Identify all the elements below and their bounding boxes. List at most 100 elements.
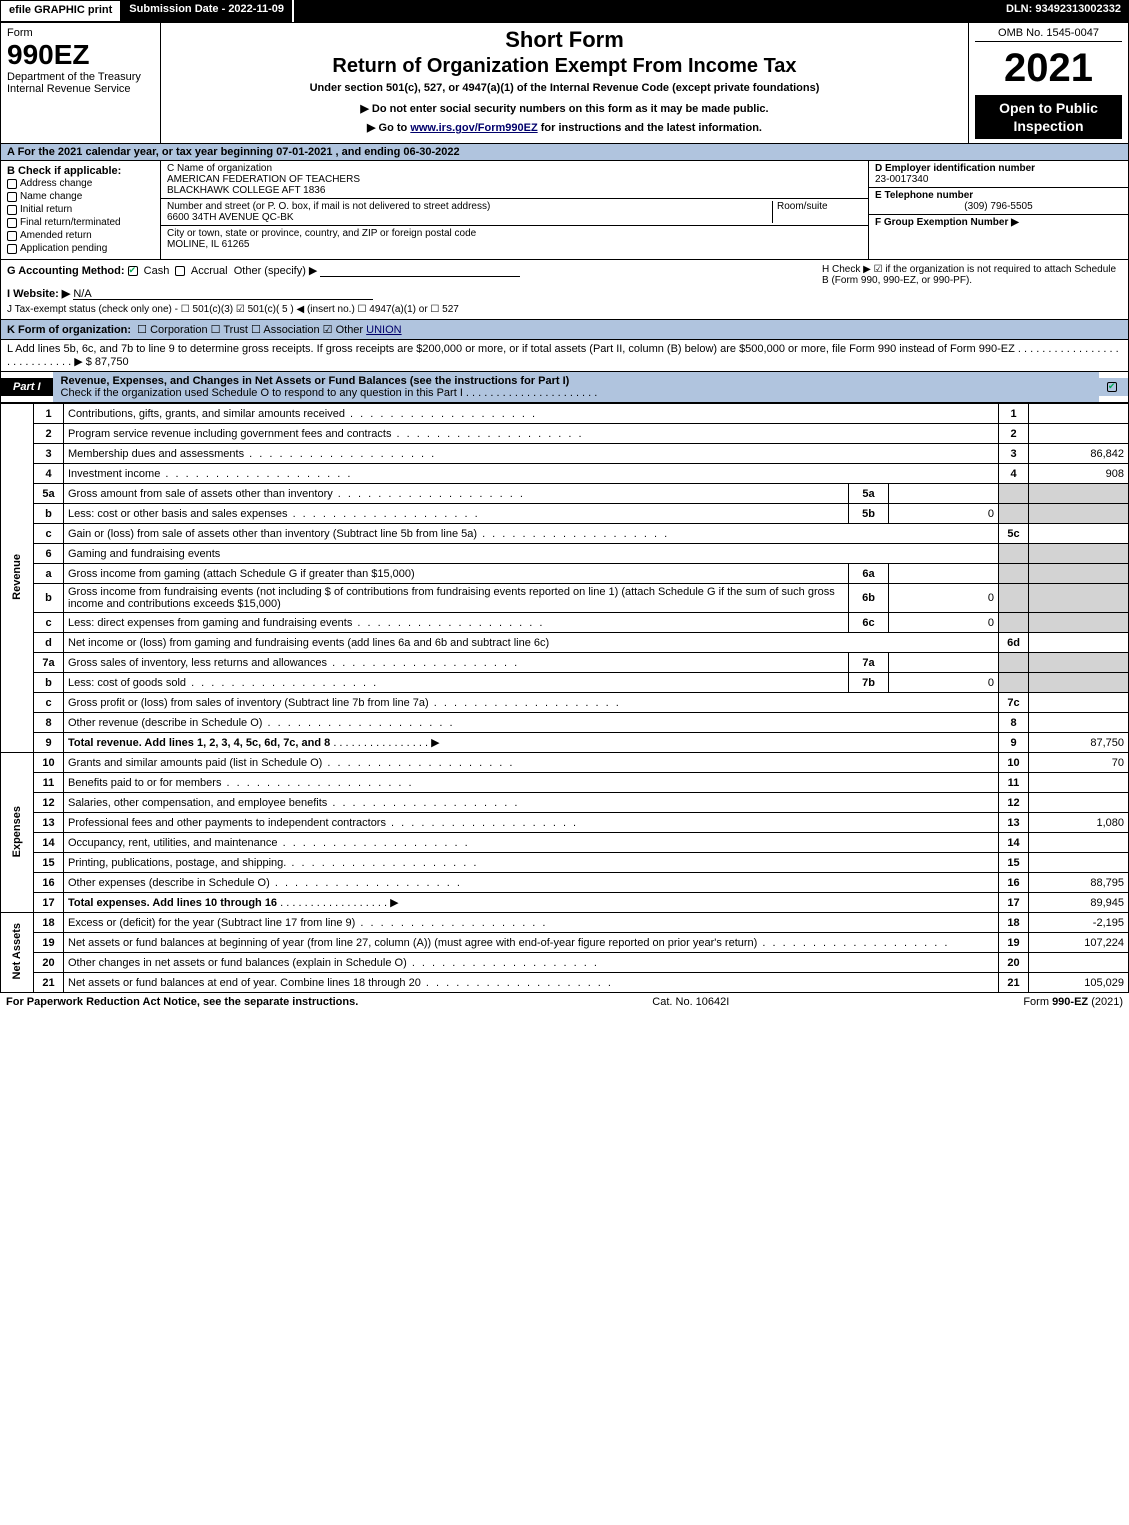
org-city: MOLINE, IL 61265	[167, 239, 862, 250]
row-9: 9Total revenue. Add lines 1, 2, 3, 4, 5c…	[1, 733, 1129, 753]
omb-number: OMB No. 1545-0047	[975, 27, 1122, 42]
org-street: 6600 34TH AVENUE QC-BK	[167, 212, 772, 223]
section-g-through-j: H Check ▶ ☑ if the organization is not r…	[0, 260, 1129, 320]
chk-amended-return[interactable]: Amended return	[7, 229, 154, 242]
header-left: Form 990EZ Department of the Treasury In…	[1, 23, 161, 143]
schedule-o-check-icon	[1107, 382, 1117, 392]
return-title: Return of Organization Exempt From Incom…	[167, 55, 962, 78]
section-c-address: C Name of organization AMERICAN FEDERATI…	[161, 161, 868, 259]
row-21: 21Net assets or fund balances at end of …	[1, 973, 1129, 993]
section-d-e-f: D Employer identification number 23-0017…	[868, 161, 1128, 259]
sidelabel-netassets: Net Assets	[1, 913, 34, 993]
ein-value: 23-0017340	[875, 174, 1122, 185]
part-i-check-line: Check if the organization used Schedule …	[61, 387, 598, 399]
row-7a: 7aGross sales of inventory, less returns…	[1, 653, 1129, 673]
part-i-table: Revenue 1Contributions, gifts, grants, a…	[0, 403, 1129, 993]
row-8: 8Other revenue (describe in Schedule O)8	[1, 713, 1129, 733]
row-11: 11Benefits paid to or for members11	[1, 773, 1129, 793]
instructions-pre: ▶ Go to	[367, 122, 410, 134]
other-specify-input[interactable]	[320, 265, 520, 277]
b-label: B Check if applicable:	[7, 165, 154, 177]
line-j: J Tax-exempt status (check only one) - ☐…	[7, 304, 1122, 315]
instructions-line: ▶ Go to www.irs.gov/Form990EZ for instru…	[167, 121, 962, 134]
chk-accrual[interactable]	[175, 266, 185, 276]
warning-ssn: ▶ Do not enter social security numbers o…	[167, 102, 962, 115]
k-options: ☐ Corporation ☐ Trust ☐ Association ☑ Ot…	[137, 324, 363, 336]
row-6c: cLess: direct expenses from gaming and f…	[1, 613, 1129, 633]
short-form-title: Short Form	[167, 27, 962, 53]
header-center: Short Form Return of Organization Exempt…	[161, 23, 968, 143]
header-right: OMB No. 1545-0047 2021 Open to Public In…	[968, 23, 1128, 143]
k-label: K Form of organization:	[7, 324, 131, 336]
line-l: L Add lines 5b, 6c, and 7b to line 9 to …	[0, 340, 1129, 372]
chk-application-pending[interactable]: Application pending	[7, 242, 154, 255]
subtitle: Under section 501(c), 527, or 4947(a)(1)…	[167, 82, 962, 94]
dln: DLN: 93492313002332	[998, 0, 1129, 22]
row-5c: cGain or (loss) from sale of assets othe…	[1, 524, 1129, 544]
part-i-title: Revenue, Expenses, and Changes in Net As…	[53, 372, 1099, 402]
line-k: K Form of organization: ☐ Corporation ☐ …	[0, 320, 1129, 340]
k-other-value[interactable]: UNION	[366, 324, 401, 336]
topbar-spacer	[294, 0, 998, 22]
open-to-public: Open to Public Inspection	[975, 95, 1122, 139]
page-footer: For Paperwork Reduction Act Notice, see …	[0, 993, 1129, 1011]
row-1: Revenue 1Contributions, gifts, grants, a…	[1, 404, 1129, 424]
room-suite-label: Room/suite	[777, 201, 862, 212]
part-i-checkbox[interactable]	[1099, 378, 1128, 396]
sidelabel-expenses: Expenses	[1, 753, 34, 913]
c-name-label: C Name of organization	[167, 163, 862, 174]
section-b-through-f: B Check if applicable: Address change Na…	[0, 161, 1129, 260]
row-2: 2Program service revenue including gover…	[1, 424, 1129, 444]
row-3: 3Membership dues and assessments386,842	[1, 444, 1129, 464]
department-label: Department of the Treasury Internal Reve…	[7, 71, 154, 95]
row-19: 19Net assets or fund balances at beginni…	[1, 933, 1129, 953]
g-label: G Accounting Method:	[7, 265, 125, 277]
row-7c: cGross profit or (loss) from sales of in…	[1, 693, 1129, 713]
c-city-label: City or town, state or province, country…	[167, 228, 862, 239]
line-a-tax-year: A For the 2021 calendar year, or tax yea…	[0, 144, 1129, 161]
form-header: Form 990EZ Department of the Treasury In…	[0, 22, 1129, 144]
i-label: I Website: ▶	[7, 288, 70, 300]
row-6: 6Gaming and fundraising events	[1, 544, 1129, 564]
top-bar: efile GRAPHIC print Submission Date - 20…	[0, 0, 1129, 22]
chk-name-change[interactable]: Name change	[7, 190, 154, 203]
row-5a: 5aGross amount from sale of assets other…	[1, 484, 1129, 504]
org-name: AMERICAN FEDERATION OF TEACHERS BLACKHAW…	[167, 174, 862, 196]
chk-initial-return[interactable]: Initial return	[7, 203, 154, 216]
submission-date: Submission Date - 2022-11-09	[121, 0, 294, 22]
row-6a: aGross income from gaming (attach Schedu…	[1, 564, 1129, 584]
row-12: 12Salaries, other compensation, and empl…	[1, 793, 1129, 813]
line-i: I Website: ▶ N/A	[7, 287, 1122, 300]
row-15: 15Printing, publications, postage, and s…	[1, 853, 1129, 873]
sidelabel-revenue: Revenue	[1, 404, 34, 753]
footer-left: For Paperwork Reduction Act Notice, see …	[6, 996, 358, 1008]
chk-final-return[interactable]: Final return/terminated	[7, 216, 154, 229]
instructions-link[interactable]: www.irs.gov/Form990EZ	[410, 122, 537, 134]
c-addr-label: Number and street (or P. O. box, if mail…	[167, 201, 772, 212]
chk-address-change[interactable]: Address change	[7, 177, 154, 190]
row-16: 16Other expenses (describe in Schedule O…	[1, 873, 1129, 893]
e-phone-label: E Telephone number	[875, 190, 1122, 201]
row-6b: bGross income from fundraising events (n…	[1, 584, 1129, 613]
section-b-checkboxes: B Check if applicable: Address change Na…	[1, 161, 161, 259]
row-6d: dNet income or (loss) from gaming and fu…	[1, 633, 1129, 653]
website-input[interactable]: N/A	[73, 288, 373, 300]
form-label: Form	[7, 27, 154, 39]
row-5b: bLess: cost or other basis and sales exp…	[1, 504, 1129, 524]
chk-cash[interactable]	[128, 266, 138, 276]
part-i-header: Part I Revenue, Expenses, and Changes in…	[0, 372, 1129, 403]
row-20: 20Other changes in net assets or fund ba…	[1, 953, 1129, 973]
footer-form: Form 990-EZ (2021)	[1023, 996, 1123, 1008]
tax-year: 2021	[975, 46, 1122, 91]
row-4: 4Investment income4908	[1, 464, 1129, 484]
line-h: H Check ▶ ☑ if the organization is not r…	[822, 264, 1122, 286]
f-group-exemption-label: F Group Exemption Number ▶	[875, 217, 1122, 228]
efile-print-label: efile GRAPHIC print	[0, 0, 121, 22]
row-18: Net Assets 18Excess or (deficit) for the…	[1, 913, 1129, 933]
row-14: 14Occupancy, rent, utilities, and mainte…	[1, 833, 1129, 853]
row-17: 17Total expenses. Add lines 10 through 1…	[1, 893, 1129, 913]
footer-catalog: Cat. No. 10642I	[652, 996, 729, 1008]
row-13: 13Professional fees and other payments t…	[1, 813, 1129, 833]
phone-value: (309) 796-5505	[875, 201, 1122, 212]
row-7b: bLess: cost of goods sold7b0	[1, 673, 1129, 693]
